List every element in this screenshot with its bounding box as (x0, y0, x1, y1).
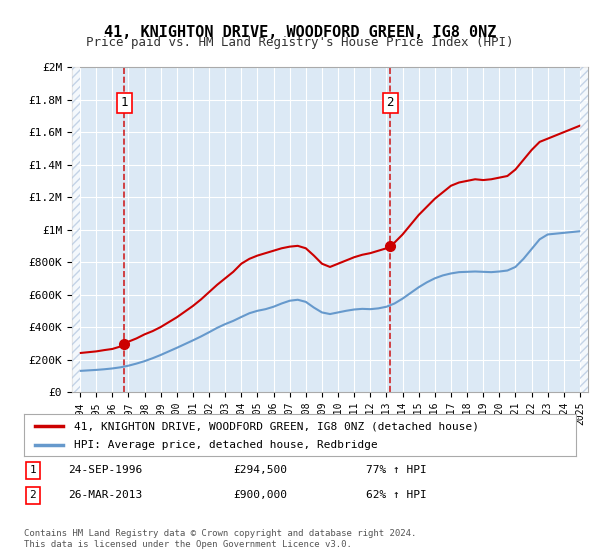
Text: 2: 2 (29, 491, 36, 501)
Text: 1: 1 (121, 96, 128, 109)
Text: 41, KNIGHTON DRIVE, WOODFORD GREEN, IG8 0NZ: 41, KNIGHTON DRIVE, WOODFORD GREEN, IG8 … (104, 25, 496, 40)
Bar (72, 67, 80, 392)
Text: 1: 1 (29, 465, 36, 475)
Text: 24-SEP-1996: 24-SEP-1996 (68, 465, 142, 475)
Text: 41, KNIGHTON DRIVE, WOODFORD GREEN, IG8 0NZ (detached house): 41, KNIGHTON DRIVE, WOODFORD GREEN, IG8 … (74, 421, 479, 431)
Text: 62% ↑ HPI: 62% ↑ HPI (366, 491, 427, 501)
Text: 77% ↑ HPI: 77% ↑ HPI (366, 465, 427, 475)
Text: £900,000: £900,000 (234, 491, 288, 501)
Text: Contains HM Land Registry data © Crown copyright and database right 2024.
This d: Contains HM Land Registry data © Crown c… (24, 529, 416, 549)
Text: £294,500: £294,500 (234, 465, 288, 475)
Bar (580, 67, 588, 392)
Text: HPI: Average price, detached house, Redbridge: HPI: Average price, detached house, Redb… (74, 440, 377, 450)
Text: 26-MAR-2013: 26-MAR-2013 (68, 491, 142, 501)
Text: Price paid vs. HM Land Registry's House Price Index (HPI): Price paid vs. HM Land Registry's House … (86, 36, 514, 49)
Text: 2: 2 (386, 96, 394, 109)
